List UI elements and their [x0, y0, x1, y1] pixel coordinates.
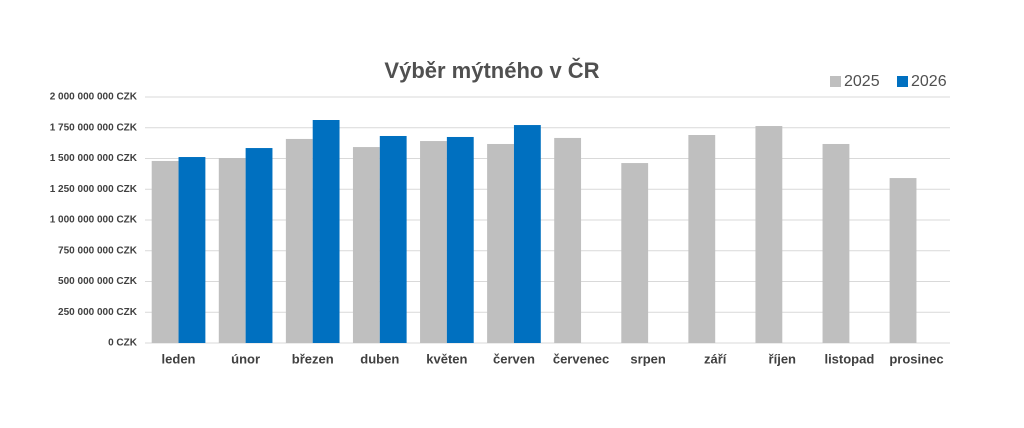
bar: [178, 157, 206, 343]
bar: [621, 163, 649, 343]
y-tick-label: 250 000 000 CZK: [58, 307, 138, 318]
bar: [889, 178, 917, 343]
x-tick-label: březen: [292, 351, 334, 366]
x-tick-label: září: [704, 351, 727, 366]
bar: [487, 143, 514, 343]
x-tick-label: duben: [360, 351, 399, 366]
y-tick-label: 0 CZK: [108, 338, 138, 349]
y-tick-label: 1 000 000 000 CZK: [50, 215, 138, 226]
bar: [554, 137, 582, 343]
bar: [688, 135, 716, 343]
bar: [285, 138, 313, 343]
bar: [446, 136, 474, 343]
x-tick-label: prosinec: [889, 351, 943, 366]
bar: [245, 148, 273, 343]
legend-swatch: [830, 76, 841, 87]
bar: [352, 147, 380, 343]
x-tick-label: říjen: [769, 351, 797, 366]
legend-swatch: [897, 76, 908, 87]
bar: [218, 158, 246, 343]
x-tick-label: listopad: [824, 351, 874, 366]
x-tick-label: červen: [493, 351, 535, 366]
bar: [513, 125, 541, 343]
bar: [312, 120, 340, 343]
chart-title: Výběr mýtného v ČR: [384, 58, 599, 83]
x-tick-label: srpen: [630, 351, 665, 366]
x-tick-label: květen: [426, 351, 467, 366]
y-tick-label: 750 000 000 CZK: [58, 245, 138, 256]
y-tick-label: 2 000 000 000 CZK: [50, 92, 138, 103]
x-tick-label: únor: [231, 351, 260, 366]
y-tick-label: 1 750 000 000 CZK: [50, 122, 138, 133]
x-tick-label: leden: [162, 351, 196, 366]
bar: [755, 126, 783, 343]
x-tick-label: červenec: [553, 351, 609, 366]
bar: [822, 143, 850, 343]
legend-label: 2025: [844, 73, 880, 90]
y-tick-label: 500 000 000 CZK: [58, 276, 138, 287]
y-tick-label: 1 500 000 000 CZK: [50, 153, 138, 164]
bar: [379, 135, 407, 343]
bar: [420, 141, 447, 343]
bar: [151, 160, 179, 343]
legend-label: 2026: [911, 73, 947, 90]
y-tick-label: 1 250 000 000 CZK: [50, 184, 138, 195]
